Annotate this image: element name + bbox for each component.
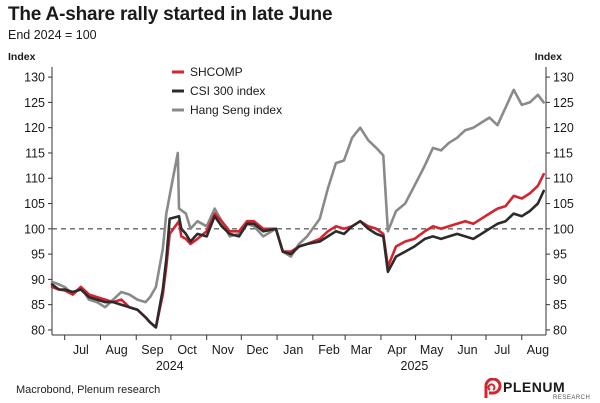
series-line-shcomp — [50, 172, 546, 329]
legend-label: CSI 300 index — [190, 84, 265, 98]
y-tick-label-right: 110 — [553, 172, 573, 186]
plenum-logo: PLENUM RESEARCH — [483, 378, 595, 402]
y-tick-label-right: 100 — [553, 222, 574, 236]
logo-subtext: RESEARCH — [553, 395, 591, 401]
tick-labels: 80 80 85 85 90 90 95 95 100 100 105 105 110 110 115 115… — [24, 71, 574, 373]
y-tick-label-right: 80 — [553, 323, 567, 337]
x-tick-label: Jun — [457, 343, 477, 357]
legend-label: Hang Seng index — [190, 103, 282, 117]
x-tick-label: May — [420, 343, 444, 357]
y-tick-label-left: 125 — [24, 96, 45, 110]
chart-title: The A-share rally started in late June — [8, 4, 333, 25]
left-axis-label: Index — [8, 51, 36, 63]
x-tick-label: Aug — [106, 343, 128, 357]
source-note: Macrobond, Plenum research — [16, 384, 161, 396]
y-tick-label-left: 85 — [31, 298, 45, 312]
series-lines — [50, 88, 546, 329]
plenum-logo-icon — [484, 378, 502, 398]
x-year-label: 2025 — [401, 359, 429, 373]
x-tick-label: Jan — [283, 343, 303, 357]
y-tick-label-left: 120 — [24, 121, 45, 135]
y-tick-label-right: 115 — [553, 146, 573, 160]
y-tick-label-right: 105 — [553, 197, 574, 211]
x-tick-label: Aug — [527, 343, 549, 357]
x-tick-label: Nov — [212, 343, 235, 357]
y-tick-label-left: 95 — [31, 248, 45, 262]
x-tick-label: Feb — [318, 343, 340, 357]
y-tick-label-left: 130 — [24, 71, 45, 85]
x-tick-label: Jul — [494, 343, 510, 357]
x-tick-label: Dec — [246, 343, 268, 357]
y-tick-label-right: 95 — [553, 248, 567, 262]
x-tick-label: Mar — [351, 343, 373, 357]
y-tick-label-left: 105 — [24, 197, 45, 211]
chart-subtitle: End 2024 = 100 — [8, 28, 97, 42]
y-tick-label-right: 120 — [553, 121, 574, 135]
legend: SHCOMP CSI 300 index Hang Seng index — [172, 65, 282, 117]
y-tick-label-left: 110 — [25, 172, 45, 186]
x-tick-label: Oct — [177, 343, 197, 357]
y-tick-label-left: 115 — [25, 146, 45, 160]
y-tick-label-left: 80 — [31, 323, 45, 337]
y-tick-label-left: 90 — [31, 273, 45, 287]
legend-label: SHCOMP — [190, 65, 243, 79]
x-tick-label: Jul — [73, 343, 89, 357]
x-year-label: 2024 — [156, 359, 184, 373]
y-tick-label-right: 125 — [553, 96, 574, 110]
y-tick-label-right: 85 — [553, 298, 567, 312]
x-tick-label: Sep — [141, 343, 163, 357]
y-tick-label-right: 130 — [553, 71, 574, 85]
series-line-csi-300-index — [50, 189, 546, 329]
y-tick-label-right: 90 — [553, 273, 567, 287]
logo-text: PLENUM — [503, 379, 566, 395]
series-line-hang-seng-index — [50, 88, 546, 309]
right-axis-label: Index — [535, 51, 563, 63]
axes — [48, 67, 550, 340]
y-tick-label-left: 100 — [24, 222, 45, 236]
x-tick-label: Apr — [387, 343, 406, 357]
